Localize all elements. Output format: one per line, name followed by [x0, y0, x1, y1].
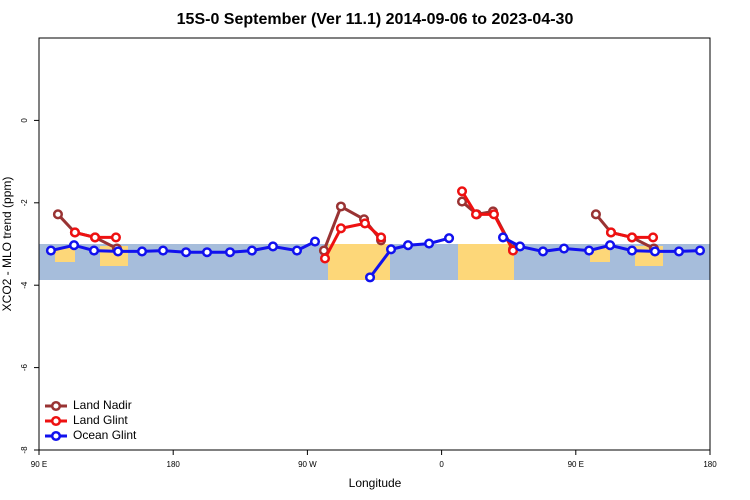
series-point: [112, 246, 124, 257]
series-point: [456, 196, 468, 207]
series-point: [386, 244, 397, 255]
series-point: [558, 243, 570, 254]
series-point: [319, 253, 331, 264]
series-point: [514, 241, 526, 252]
series-point: [224, 247, 236, 258]
series-point: [136, 246, 148, 257]
series-point: [364, 272, 376, 283]
legend-label: Ocean Glint: [73, 428, 137, 442]
series-point: [673, 246, 685, 257]
series-point: [246, 245, 257, 256]
series-point: [605, 240, 616, 251]
x-tick-label: 90 E: [31, 460, 47, 469]
x-axis-label: Longitude: [349, 476, 402, 490]
y-tick-label: -4: [20, 281, 29, 289]
x-tick-label: 180: [167, 460, 181, 469]
land: [590, 248, 610, 262]
series-point: [291, 245, 303, 256]
series-point: [424, 238, 435, 249]
y-tick-label: 0: [20, 118, 29, 123]
series-point: [488, 209, 499, 220]
series-point: [584, 245, 595, 256]
y-tick-label: -2: [20, 199, 29, 207]
series-point: [309, 236, 321, 247]
x-tick-label: 90 E: [568, 460, 584, 469]
series-point: [158, 245, 169, 256]
series-point: [267, 241, 279, 252]
series-point: [444, 233, 455, 244]
series-point: [605, 227, 617, 238]
y-tick-label: -8: [20, 446, 29, 454]
series-point: [359, 218, 371, 229]
series-point: [110, 232, 121, 243]
y-tick-label: -6: [20, 363, 29, 371]
legend-label: Land Nadir: [73, 398, 132, 412]
series-point: [52, 209, 63, 220]
series-point: [376, 232, 387, 243]
series-point: [470, 209, 482, 220]
x-tick-label: 180: [703, 460, 717, 469]
legend-marker: [50, 400, 62, 412]
series-point: [507, 245, 519, 256]
series-point: [335, 201, 347, 212]
series-point: [201, 247, 213, 258]
series-point: [649, 246, 661, 257]
series-point: [335, 223, 347, 234]
series-point: [69, 227, 80, 238]
series-point: [180, 247, 192, 258]
land: [55, 248, 75, 262]
y-axis-label: XCO2 - MLO trend (ppm): [0, 177, 14, 312]
series-point: [537, 246, 549, 257]
land: [328, 244, 390, 280]
series-point: [45, 245, 56, 256]
series-point: [694, 245, 706, 256]
series-point: [626, 245, 638, 256]
series-point: [403, 240, 414, 251]
legend-label: Land Glint: [73, 413, 128, 427]
series-point: [626, 232, 638, 243]
x-tick-label: 0: [439, 460, 444, 469]
plot-frame: [38, 37, 711, 451]
x-tick-label: 90 W: [298, 460, 317, 469]
chart-title: 15S-0 September (Ver 11.1) 2014-09-06 to…: [177, 11, 574, 28]
series-point: [590, 209, 601, 220]
series-point: [68, 240, 80, 251]
series-point: [497, 232, 509, 243]
series-point: [456, 186, 468, 197]
land: [458, 244, 514, 280]
legend-marker: [50, 415, 62, 427]
series-point: [88, 245, 100, 256]
legend-marker: [50, 430, 62, 442]
series-point: [90, 232, 101, 243]
series-point: [647, 232, 659, 243]
